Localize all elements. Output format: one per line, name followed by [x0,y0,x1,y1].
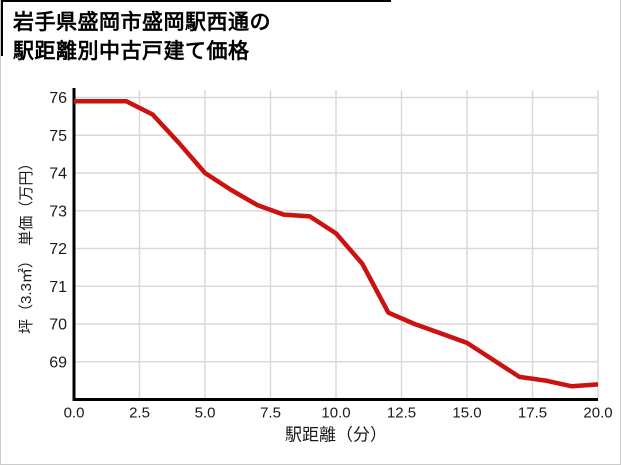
y-tick-label: 73 [49,203,67,220]
y-tick-label: 71 [49,279,67,296]
chart-title: 岩手県盛岡市盛岡駅西通の 駅距離別中古戸建て価格 [13,8,271,66]
y-tick-label: 74 [49,166,67,183]
price-line [74,99,599,389]
x-axis-title: 駅距離（分） [285,426,387,445]
frame-top-border [1,0,391,2]
chart-title-line1: 岩手県盛岡市盛岡駅西通の [13,11,271,34]
y-tick-label: 76 [49,90,67,107]
x-tick-label: 10.0 [321,405,350,422]
x-tick-label: 5.0 [195,405,216,422]
x-tick-label: 20.0 [583,405,612,422]
x-tick-label: 12.5 [387,405,416,422]
x-tick-label: 0.0 [64,405,85,422]
frame-left-border [1,0,3,56]
y-tick-label: 72 [49,241,67,258]
chart-title-line2: 駅距離別中古戸建て価格 [13,40,250,63]
y-axis-title: 坪（3.3㎡） 単価（万円） [18,156,35,334]
x-tick-label: 17.5 [518,405,547,422]
y-tick-label: 70 [49,317,67,334]
y-tick-label: 69 [49,354,67,371]
x-tick-label: 7.5 [260,405,281,422]
x-tick-label: 15.0 [452,405,481,422]
y-tick-label: 75 [49,128,67,145]
x-tick-label: 2.5 [129,405,150,422]
